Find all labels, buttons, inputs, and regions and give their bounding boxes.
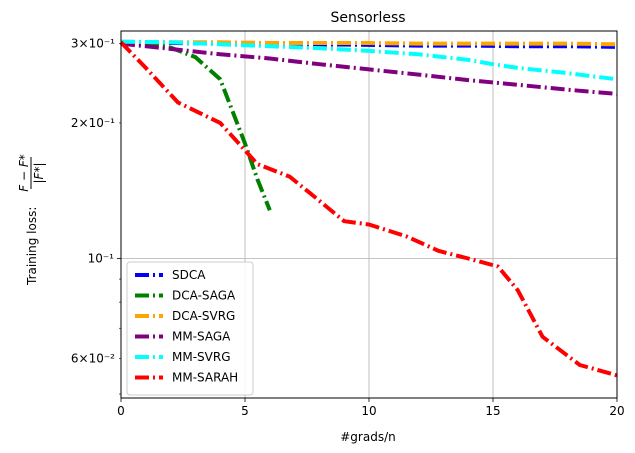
x-axis-label: #grads/n bbox=[340, 430, 395, 444]
y-axis-label-numerator: F − F* bbox=[17, 154, 31, 192]
series-line-mm-saga bbox=[120, 41, 618, 96]
legend-label: MM-SVRG bbox=[172, 350, 231, 364]
x-tick-label: 10 bbox=[361, 404, 376, 418]
legend: SDCA DCA-SAGA DCA-SVRG MM-SAGA MM-SVRG MM-SAR… bbox=[126, 261, 254, 396]
legend-label: DCA-SVRG bbox=[172, 309, 235, 323]
y-axis-label: Training loss: F − F* |F*| bbox=[17, 154, 46, 286]
y-tick-label: 3×10⁻¹ bbox=[71, 37, 115, 51]
chart-title: Sensorless bbox=[330, 10, 405, 26]
legend-label: MM-SAGA bbox=[172, 330, 231, 344]
x-tick-label: 20 bbox=[609, 404, 624, 418]
x-tick-label: 15 bbox=[485, 404, 500, 418]
x-tick-label: 0 bbox=[117, 404, 125, 418]
y-axis-label-prefix: Training loss: bbox=[25, 207, 39, 286]
legend-label: MM-SARAH bbox=[172, 371, 238, 385]
y-tick-label: 6×10⁻² bbox=[71, 351, 115, 365]
y-tick-label: 2×10⁻¹ bbox=[71, 116, 115, 130]
series-line-mm-svrg bbox=[120, 39, 618, 82]
x-tick-label: 5 bbox=[241, 404, 249, 418]
y-tick-label: 10⁻¹ bbox=[88, 251, 115, 265]
series-lines bbox=[119, 39, 618, 378]
legend-label: DCA-SAGA bbox=[172, 289, 236, 303]
axis-ticks: 0 5 10 15 20 10⁻¹ 6×10⁻² 2×10⁻¹ 3×10⁻¹ bbox=[71, 37, 625, 418]
series-line-mm-sarah bbox=[119, 40, 618, 378]
legend-label: SDCA bbox=[172, 268, 206, 282]
y-axis-label-denominator: |F*| bbox=[32, 163, 46, 184]
legend-box bbox=[126, 261, 254, 396]
